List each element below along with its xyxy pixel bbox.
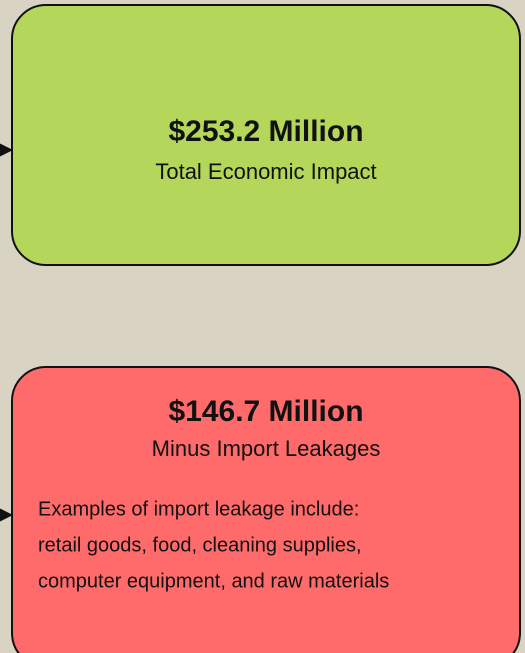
- node-title: $253.2 Million: [168, 115, 363, 148]
- description-line: retail goods, food, cleaning supplies,: [38, 534, 362, 556]
- description-line: Examples of import leakage include:: [38, 498, 359, 520]
- node-subtitle: Minus Import Leakages: [152, 436, 381, 461]
- node-subtitle: Total Economic Impact: [155, 159, 376, 184]
- impact-box: [11, 4, 521, 266]
- description-line: computer equipment, and raw materials: [38, 570, 389, 592]
- node-title: $146.7 Million: [168, 395, 363, 428]
